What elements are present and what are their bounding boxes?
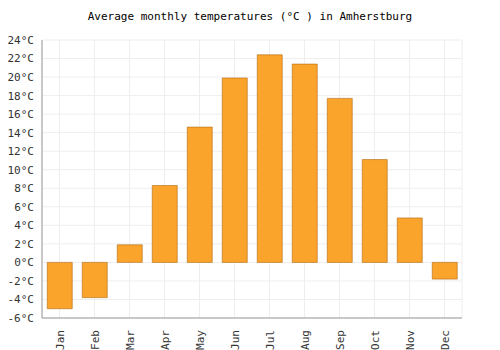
svg-text:Jul: Jul — [264, 330, 277, 350]
svg-text:10°C: 10°C — [8, 164, 34, 177]
svg-text:16°C: 16°C — [8, 108, 34, 121]
svg-text:Jun: Jun — [229, 330, 242, 350]
svg-text:14°C: 14°C — [8, 127, 34, 140]
svg-text:6°C: 6°C — [14, 201, 34, 214]
svg-text:2°C: 2°C — [14, 238, 34, 251]
svg-text:May: May — [194, 330, 207, 350]
svg-text:-6°C: -6°C — [8, 312, 34, 325]
svg-text:Oct: Oct — [369, 330, 382, 350]
svg-text:Mar: Mar — [124, 330, 137, 350]
svg-text:4°C: 4°C — [14, 219, 34, 232]
svg-text:Jan: Jan — [54, 330, 67, 350]
svg-text:12°C: 12°C — [8, 145, 34, 158]
svg-text:24°C: 24°C — [8, 34, 34, 47]
svg-text:Dec: Dec — [439, 330, 452, 350]
svg-text:-4°C: -4°C — [8, 293, 34, 306]
svg-text:Aug: Aug — [299, 330, 312, 350]
svg-text:Feb: Feb — [89, 330, 102, 350]
svg-text:-2°C: -2°C — [8, 275, 34, 288]
svg-text:22°C: 22°C — [8, 52, 34, 65]
svg-text:Nov: Nov — [404, 330, 417, 350]
svg-text:Apr: Apr — [159, 330, 172, 350]
html-text:Average monthly temperatures (: Average monthly temperatures (°C ) in Am… — [87, 10, 413, 23]
svg-text:20°C: 20°C — [8, 71, 34, 84]
svg-text:0°C: 0°C — [14, 256, 34, 269]
svg-text:18°C: 18°C — [8, 90, 34, 103]
svg-text:8°C: 8°C — [14, 182, 34, 195]
svg-text:Sep: Sep — [334, 330, 347, 350]
